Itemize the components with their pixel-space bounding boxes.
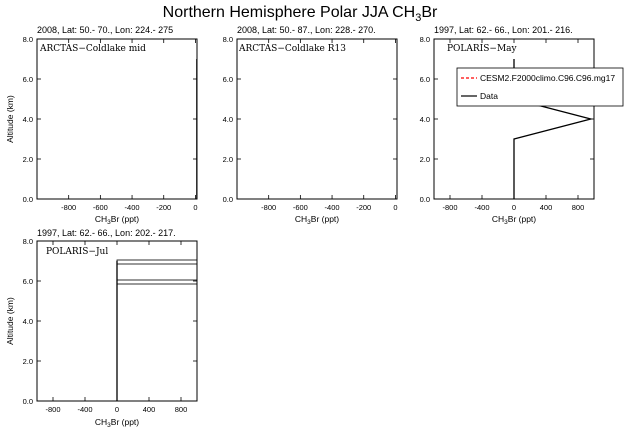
y-tick-label: 8.0 [23,237,33,246]
x-tick-label: -400 [474,203,489,212]
y-tick-label: 8.0 [223,35,233,44]
x-tick-label: 800 [572,203,585,212]
x-tick-label: -800 [442,203,457,212]
y-tick-label: 2.0 [223,155,233,164]
figure-title: Northern Hemisphere Polar JJA CH3Br [163,4,438,24]
legend-label-data: Data [480,91,498,101]
y-tick-label: 2.0 [23,357,33,366]
y-tick-label: 2.0 [420,155,430,164]
y-tick-label: 6.0 [223,75,233,84]
y-tick-label: 8.0 [23,35,33,44]
panel-label: ARCTAS−Coldlake mid [39,44,146,54]
x-tick-label: 0 [193,203,197,212]
y-tick-label: 0.0 [420,195,430,204]
panel-arctas-coldlake-mid: 2008, Lat: 50.- 70., Lon: 224.- 275 ARCT… [5,25,198,226]
legend: CESM2.F2000climo.C96.C96.mg17 Data [456,67,624,107]
x-tick-label: -800 [261,203,276,212]
x-tick-label: 400 [540,203,553,212]
y-tick-label: 8.0 [420,35,430,44]
y-tick-label: 0.0 [23,397,33,406]
panel-header: 1997, Lat: 62.- 66., Lon: 202.- 217. [37,228,176,238]
x-tick-label: -200 [156,203,171,212]
x-tick-label: 0 [512,203,516,212]
panel-label: POLARIS−Jul [46,247,108,257]
panel-header: 2008, Lat: 50.- 70., Lon: 224.- 275 [37,25,173,35]
x-axis-label: CH3Br (ppt) [295,214,339,226]
panel-polaris-may: 1997, Lat: 62.- 66., Lon: 201.- 216. POL… [420,25,624,226]
panel-arctas-coldlake-r13: 2008, Lat: 50.- 87., Lon: 228.- 270. ARC… [223,25,398,226]
y-tick-label: 6.0 [23,277,33,286]
x-tick-label: -400 [77,405,92,414]
plot-content: -800 -400 0 400 800 0.0 2.0 4.0 6.0 8.0 [23,237,198,414]
y-tick-label: 0.0 [223,195,233,204]
y-tick-label: 4.0 [23,317,33,326]
panel-polaris-jul: 1997, Lat: 62.- 66., Lon: 202.- 217. POL… [5,228,198,429]
data-range-box [116,259,198,265]
y-tick-label: 6.0 [420,75,430,84]
plot-content: -800 -600 -400 -200 0 0.0 2.0 4.0 6.0 8.0 [23,35,198,212]
y-tick-label: 6.0 [23,75,33,84]
panel-label: POLARIS−May [447,44,518,54]
y-tick-label: 4.0 [223,115,233,124]
panel-header: 1997, Lat: 62.- 66., Lon: 201.- 216. [434,25,573,35]
x-tick-label: -600 [293,203,308,212]
plot-frame [36,38,198,200]
x-tick-label: -600 [93,203,108,212]
y-tick-label: 2.0 [23,155,33,164]
x-tick-label: -400 [125,203,140,212]
x-axis-label: CH3Br (ppt) [95,417,139,429]
x-tick-label: 400 [143,405,156,414]
figure-title-subscript: 3 [415,12,421,24]
x-axis-label-subscript: 3 [307,219,311,226]
plot-content: -800 -600 -400 -200 0 0.0 2.0 4.0 6.0 8.0 [223,35,398,212]
x-axis-label-subscript: 3 [107,422,111,429]
x-axis-label-subscript: 3 [107,219,111,226]
x-tick-label: -800 [61,203,76,212]
panel-label: ARCTAS−Coldlake R13 [238,44,346,54]
legend-box [456,67,624,107]
y-tick-label: 4.0 [420,115,430,124]
plot-frame [236,38,398,200]
x-axis-label-subscript: 3 [504,219,508,226]
y-axis-label: Altitude (km) [5,297,15,345]
legend-label-model: CESM2.F2000climo.C96.C96.mg17 [480,73,615,83]
data-range-box [116,279,198,285]
x-axis-label: CH3Br (ppt) [492,214,536,226]
y-tick-label: 0.0 [23,195,33,204]
x-tick-label: 0 [393,203,397,212]
panel-header: 2008, Lat: 50.- 87., Lon: 228.- 270. [237,25,376,35]
y-tick-label: 4.0 [23,115,33,124]
x-tick-label: -400 [325,203,340,212]
plot-content: -800 -400 0 400 800 0.0 2.0 4.0 6.0 8.0 [420,35,594,212]
x-tick-label: 800 [175,405,188,414]
x-tick-label: 0 [115,405,119,414]
x-tick-label: -800 [45,405,60,414]
x-axis-label: CH3Br (ppt) [95,214,139,226]
x-tick-label: -200 [356,203,371,212]
y-axis-label: Altitude (km) [5,95,15,143]
